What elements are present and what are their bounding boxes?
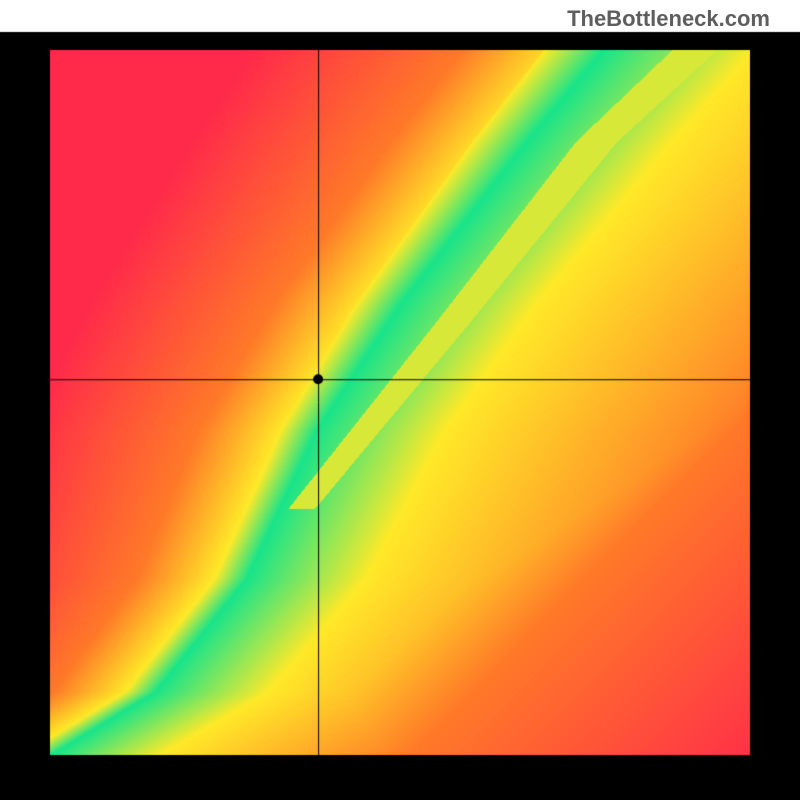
watermark-text: TheBottleneck.com	[567, 6, 770, 32]
heatmap-canvas	[0, 0, 800, 800]
